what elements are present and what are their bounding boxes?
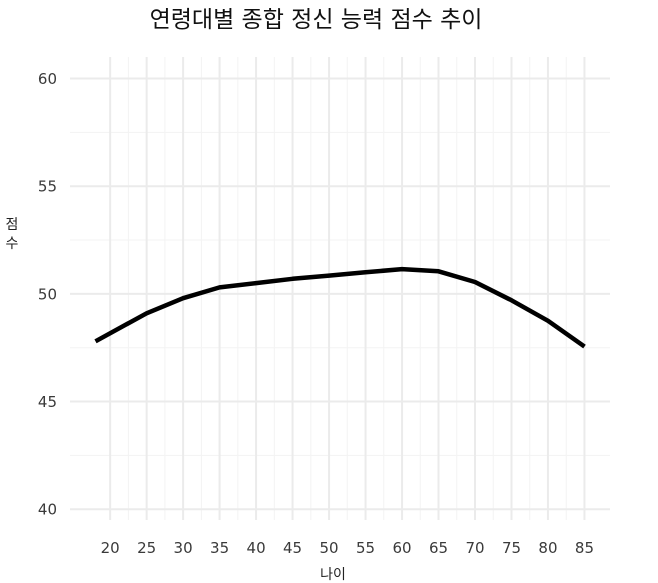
y-tick-label: 45 bbox=[38, 393, 57, 411]
x-tick-label: 50 bbox=[320, 539, 339, 557]
x-tick-label: 40 bbox=[247, 539, 266, 557]
x-tick-label: 75 bbox=[502, 539, 521, 557]
x-tick-label: 85 bbox=[575, 539, 594, 557]
x-tick-label: 30 bbox=[174, 539, 193, 557]
x-tick-label: 60 bbox=[392, 539, 411, 557]
x-tick-labels: 20 25 30 35 40 45 50 55 60 65 70 75 80 85 bbox=[101, 539, 594, 557]
grid bbox=[70, 57, 610, 520]
y-tick-label: 55 bbox=[38, 178, 57, 196]
y-tick-label: 50 bbox=[38, 285, 57, 303]
y-tick-label: 40 bbox=[38, 501, 57, 519]
series-line bbox=[94, 266, 586, 349]
x-tick-label: 35 bbox=[210, 539, 229, 557]
x-axis-label: 나이 bbox=[320, 567, 346, 583]
chart-title: 연령대별 종합 정신 능력 점수 추이 bbox=[150, 7, 483, 33]
x-tick-label: 70 bbox=[465, 539, 484, 557]
x-tick-label: 80 bbox=[538, 539, 557, 557]
series-layer bbox=[94, 266, 586, 349]
y-tick-label: 60 bbox=[38, 70, 57, 88]
x-tick-label: 65 bbox=[429, 539, 448, 557]
x-tick-label: 55 bbox=[356, 539, 375, 557]
x-tick-label: 45 bbox=[283, 539, 302, 557]
x-tick-label: 20 bbox=[101, 539, 120, 557]
y-tick-labels: 40 45 50 55 60 bbox=[38, 70, 57, 519]
x-tick-label: 25 bbox=[137, 539, 156, 557]
